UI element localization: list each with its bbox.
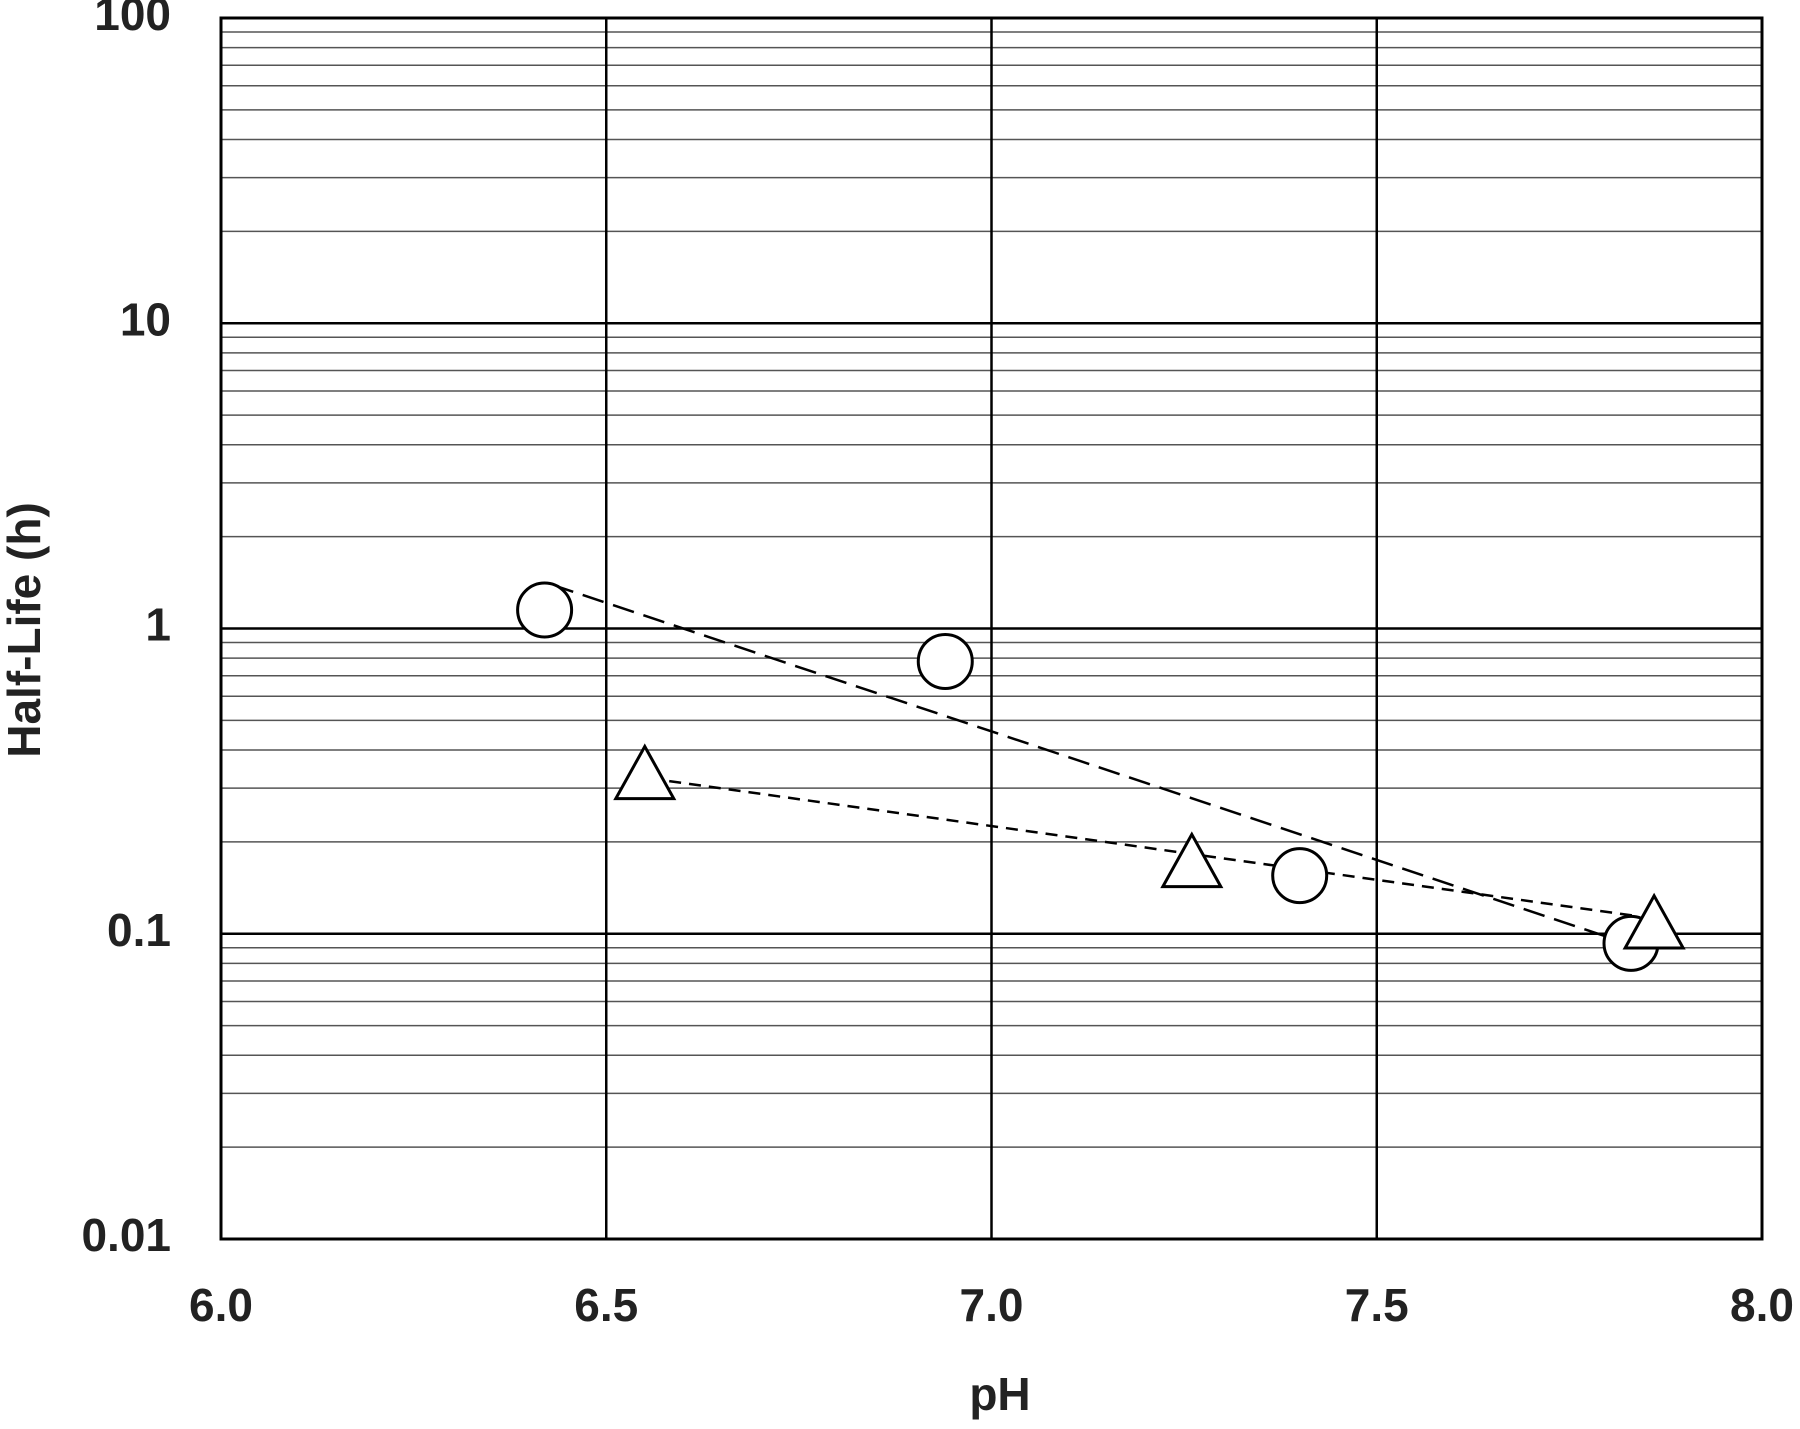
circle-marker [1271, 847, 1329, 905]
x-tick-label: 6.5 [574, 1279, 638, 1331]
y-axis-label: Half-Life (h) [0, 502, 50, 758]
y-tick-label: 0.1 [107, 904, 171, 956]
circle-marker [916, 632, 974, 690]
trend-line [649, 777, 1639, 918]
trend-line [551, 583, 1632, 946]
triangle-marker [1160, 831, 1224, 889]
circle-marker [516, 581, 574, 639]
x-tick-label: 7.5 [1345, 1279, 1409, 1331]
plot-frame [219, 16, 1764, 1241]
y-tick-label: 10 [120, 293, 171, 345]
x-tick-label: 6.0 [189, 1279, 253, 1331]
triangle-marker [1622, 892, 1686, 950]
x-tick-label: 7.0 [960, 1279, 1024, 1331]
x-tick-label: 8.0 [1730, 1279, 1794, 1331]
triangle-marker [613, 743, 677, 801]
y-tick-label: 1 [145, 599, 171, 651]
x-axis-label: pH [969, 1368, 1030, 1420]
y-tick-label: 100 [94, 0, 171, 40]
y-tick-label: 0.01 [81, 1209, 171, 1261]
